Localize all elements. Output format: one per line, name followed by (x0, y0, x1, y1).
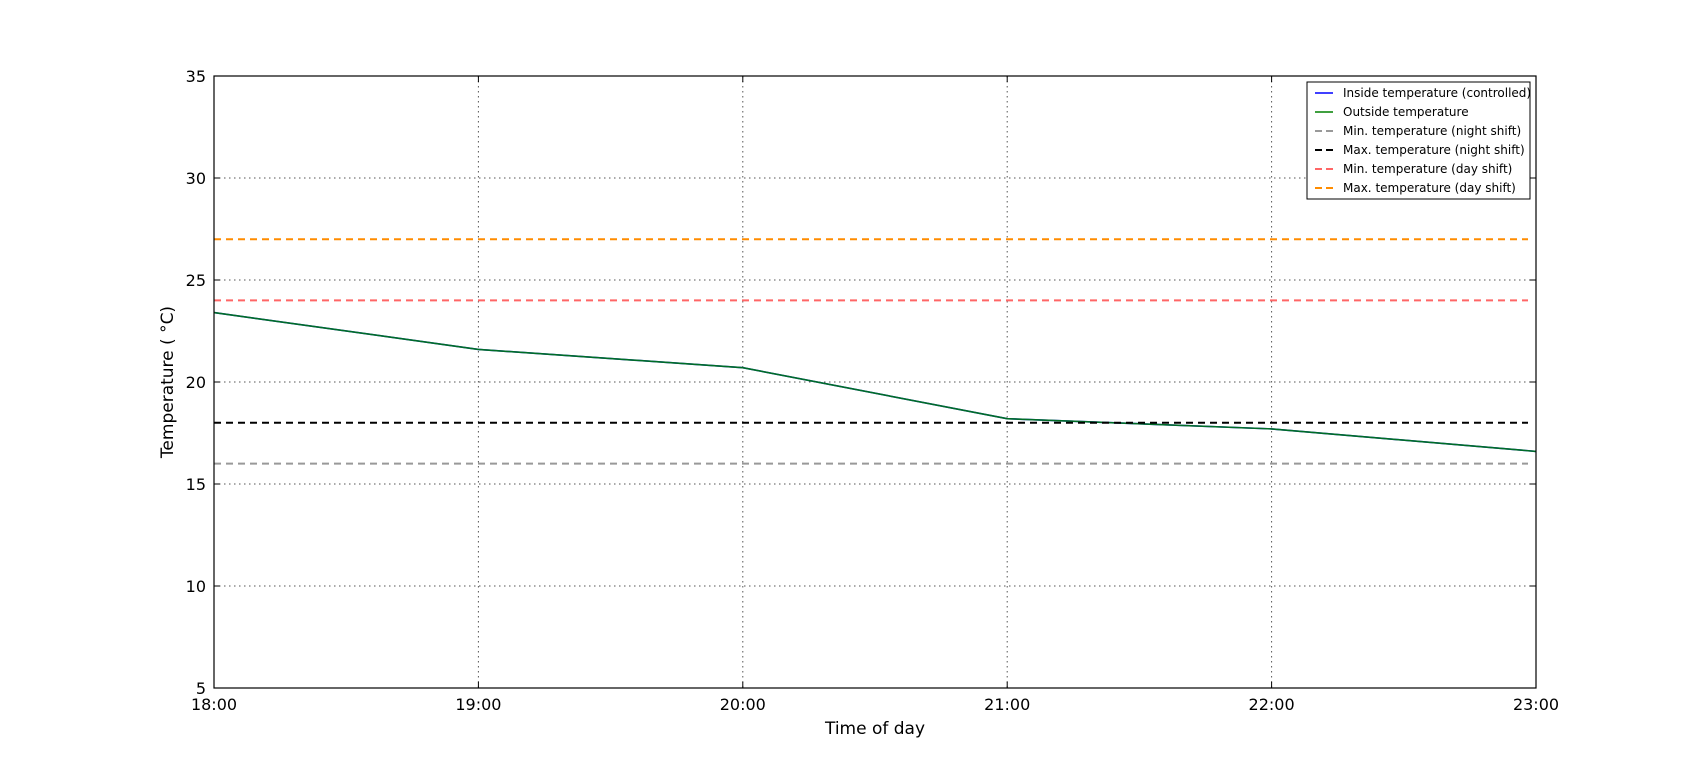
x-tick-label: 23:00 (1513, 695, 1559, 714)
series-lines (213, 238, 1537, 465)
y-tick-label: 15 (186, 475, 206, 494)
x-tick-label: 18:00 (191, 695, 237, 714)
legend-entry-label: Min. temperature (night shift) (1343, 124, 1521, 138)
y-tick-label: 10 (186, 577, 206, 596)
y-tick-label: 35 (186, 67, 206, 86)
y-tick-label: 25 (186, 271, 206, 290)
x-tick-label: 21:00 (984, 695, 1030, 714)
y-tick-label: 30 (186, 169, 206, 188)
legend-entry-label: Max. temperature (night shift) (1343, 143, 1525, 157)
x-axis-label: Time of day (824, 719, 925, 739)
series-line-2 (213, 311, 1537, 453)
grid-lines (214, 76, 1536, 688)
x-tick-label: 22:00 (1249, 695, 1295, 714)
legend-entry-label: Inside temperature (controlled) (1343, 86, 1531, 100)
y-tick-label: 20 (186, 373, 206, 392)
axis-ticks: 18:00 19:00 20:00 21:00 22:00 23:00 5 10 15 20 25 3… (186, 67, 1559, 714)
y-axis-label: Temperature ( °C) (158, 306, 178, 459)
legend-box (1306, 81, 1531, 200)
legend-entry-label: Outside temperature (1343, 105, 1469, 119)
y-tick-label: 5 (196, 679, 206, 698)
legend: Inside temperature (controlled) Outside t… (1306, 81, 1531, 200)
legend-entry-label: Max. temperature (day shift) (1343, 181, 1516, 195)
x-tick-label: 19:00 (455, 695, 501, 714)
legend-entry-label: Min. temperature (day shift) (1343, 162, 1512, 176)
x-tick-label: 20:00 (720, 695, 766, 714)
